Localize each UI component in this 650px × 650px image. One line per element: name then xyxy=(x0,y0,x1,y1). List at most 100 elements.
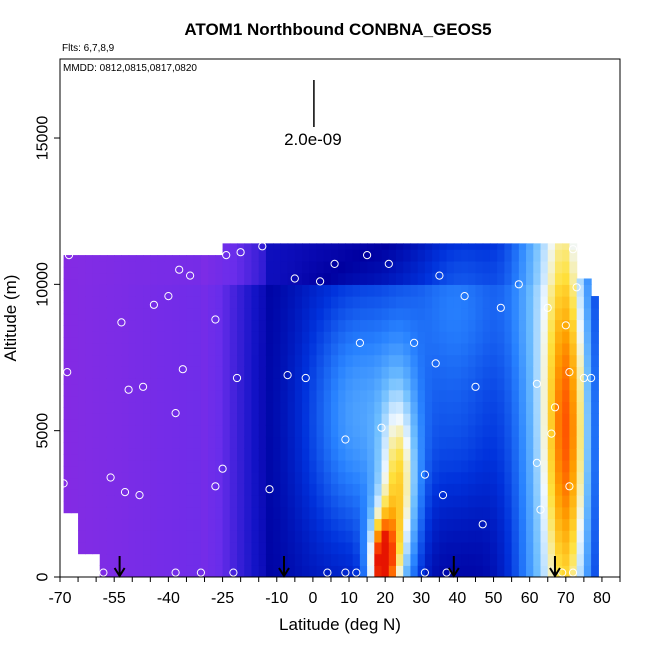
heat-cell xyxy=(302,553,310,566)
heat-cell xyxy=(99,284,108,297)
heat-cell xyxy=(157,260,166,274)
heat-cell xyxy=(193,296,202,309)
heat-cell xyxy=(208,389,216,403)
heat-cell xyxy=(439,249,448,262)
heat-cell xyxy=(193,366,202,379)
heat-cell xyxy=(186,389,195,403)
heat-cell xyxy=(229,401,238,414)
heat-cell xyxy=(461,366,469,379)
heat-cell xyxy=(338,331,347,344)
heat-cell xyxy=(562,506,571,520)
heat-cell xyxy=(547,483,556,496)
heat-cell xyxy=(468,459,477,473)
heat-cell xyxy=(424,342,433,356)
heat-cell xyxy=(352,518,361,531)
heat-cell xyxy=(323,495,332,508)
heat-cell xyxy=(114,506,123,520)
heat-cell xyxy=(150,366,159,379)
heat-cell xyxy=(497,495,505,508)
heat-cell xyxy=(164,448,173,461)
heat-cell xyxy=(482,249,491,262)
heat-cell xyxy=(475,354,484,367)
heat-cell xyxy=(367,553,375,566)
heat-cell xyxy=(150,413,159,426)
heat-cell xyxy=(381,243,390,250)
heat-cell xyxy=(92,495,101,508)
heat-cell xyxy=(302,518,310,531)
heat-cell xyxy=(287,296,296,309)
heat-cell xyxy=(121,377,130,391)
heat-cell xyxy=(193,319,202,332)
heat-cell xyxy=(85,459,94,473)
heat-cell xyxy=(461,506,469,520)
heat-cell xyxy=(417,553,426,566)
heat-cell xyxy=(417,459,426,473)
heat-cell xyxy=(302,354,310,367)
heat-cell xyxy=(345,448,354,461)
heat-cell xyxy=(172,331,180,344)
heat-cell xyxy=(229,541,238,555)
heat-cell xyxy=(164,413,173,426)
heat-cell xyxy=(388,243,397,250)
heat-cell xyxy=(403,413,412,426)
heat-cell xyxy=(244,243,253,250)
heat-cell xyxy=(439,319,448,332)
heat-cell xyxy=(70,301,79,315)
heat-cell xyxy=(388,366,397,379)
heat-cell xyxy=(547,436,556,449)
heat-cell xyxy=(323,296,332,309)
heat-cell xyxy=(179,518,188,531)
heat-cell xyxy=(172,255,180,262)
heat-cell xyxy=(85,255,94,262)
heat-cell xyxy=(547,377,556,391)
heat-cell xyxy=(135,436,144,449)
heat-cell xyxy=(533,506,542,520)
heat-cell xyxy=(576,459,585,473)
heat-cell xyxy=(489,506,498,520)
heat-cell xyxy=(475,553,484,566)
heat-cell xyxy=(265,401,274,414)
heat-cell xyxy=(323,506,332,520)
y-axis-label: Altitude (m) xyxy=(1,275,20,362)
heat-cell xyxy=(554,284,563,297)
heat-cell xyxy=(526,541,534,555)
heat-cell xyxy=(99,296,108,309)
heat-cell xyxy=(475,307,484,321)
heat-cell xyxy=(403,272,412,285)
heat-cell xyxy=(78,377,86,391)
heat-cell xyxy=(583,436,592,449)
heat-cell xyxy=(121,284,130,297)
heat-cell xyxy=(381,342,390,356)
heat-cell xyxy=(70,465,79,479)
heat-cell xyxy=(446,354,455,367)
sample-point xyxy=(175,265,184,274)
heat-cell xyxy=(439,366,448,379)
heat-cell xyxy=(475,436,484,449)
heat-cell xyxy=(316,331,325,344)
heat-cell xyxy=(157,389,166,403)
heat-cell xyxy=(417,413,426,426)
heat-cell xyxy=(78,448,86,461)
heat-cell xyxy=(482,296,491,309)
heat-cell xyxy=(388,319,397,332)
heat-cell xyxy=(403,389,412,403)
heat-cell xyxy=(92,459,101,473)
sample-point xyxy=(316,277,325,286)
heat-cell xyxy=(229,366,238,379)
heat-cell xyxy=(273,495,281,508)
heat-cell xyxy=(388,459,397,473)
x-tick-label: -25 xyxy=(211,590,234,607)
chart-title: ATOM1 Northbound CONBNA_GEOS5 xyxy=(184,20,491,39)
sample-point xyxy=(135,491,144,500)
heat-cell xyxy=(143,413,151,426)
heat-cell xyxy=(229,319,238,332)
heat-cell xyxy=(280,296,289,309)
heat-cell xyxy=(352,342,361,356)
heat-cell xyxy=(374,342,383,356)
heat-cell xyxy=(403,506,412,520)
heat-cell xyxy=(164,307,173,321)
heat-cell xyxy=(287,389,296,403)
heat-cell xyxy=(446,296,455,309)
flight-arrow xyxy=(447,556,460,578)
